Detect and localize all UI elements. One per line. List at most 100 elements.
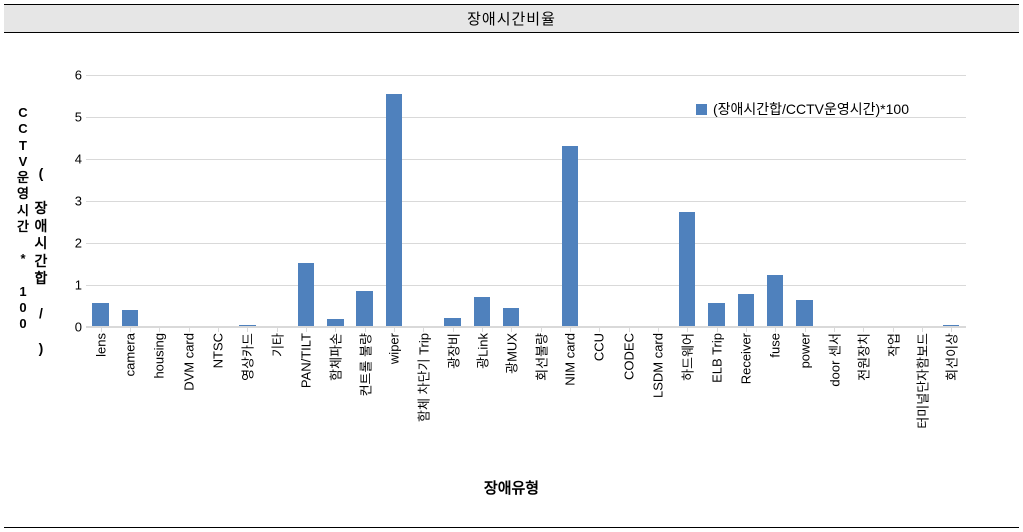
tick-mark — [130, 327, 131, 332]
legend-swatch — [696, 104, 707, 115]
xtick-slot: Receiver — [731, 327, 760, 477]
bar-slot — [321, 75, 350, 327]
xtick-label: PAN/TILT — [298, 333, 313, 388]
bar — [356, 291, 372, 327]
tick-mark — [247, 327, 248, 332]
xtick-label: 광장비 — [443, 333, 462, 369]
xtick-label: ELB Trip — [709, 333, 724, 383]
xtick-label: 함체파손 — [326, 333, 345, 381]
xtick-label: 영상카드 — [238, 333, 257, 381]
y-axis-label-inner: ( 장 애 시 간 합 / ) — [34, 165, 48, 358]
bar — [503, 308, 519, 327]
xtick-slot: 광MUX — [497, 327, 526, 477]
tick-mark — [511, 327, 512, 332]
bar-slot — [262, 75, 291, 327]
xtick-slot: 작업 — [878, 327, 907, 477]
x-axis-title: 장애유형 — [4, 477, 1019, 498]
bar — [474, 297, 490, 327]
xtick-slot: wiper — [379, 327, 408, 477]
xtick-slot: 함체 차단기 Trip — [409, 327, 438, 477]
bar-slot — [526, 75, 555, 327]
xtick-label: wiper — [386, 333, 401, 364]
xtick-label: housing — [152, 333, 167, 379]
xtick-label: NIM card — [562, 333, 577, 386]
tick-mark — [335, 327, 336, 332]
ytick-label: 3 — [62, 194, 82, 209]
bar — [386, 94, 402, 327]
tick-mark — [277, 327, 278, 332]
xtick-label: 회선불량 — [531, 333, 550, 381]
ytick-label: 2 — [62, 236, 82, 251]
bar-slot — [409, 75, 438, 327]
bar-slot — [174, 75, 203, 327]
bar — [796, 300, 812, 327]
xtick-label: 전원장치 — [854, 333, 873, 381]
tick-mark — [159, 327, 160, 332]
tick-mark — [394, 327, 395, 332]
tick-mark — [423, 327, 424, 332]
xtick-slot: 영상카드 — [233, 327, 262, 477]
tick-mark — [365, 327, 366, 332]
xtick-slot: power — [790, 327, 819, 477]
tick-mark — [482, 327, 483, 332]
tick-mark — [951, 327, 952, 332]
xtick-slot: NIM card — [555, 327, 584, 477]
bar-slot — [379, 75, 408, 327]
xtick-slot: NTSC — [203, 327, 232, 477]
xtick-slot: door 센서 — [819, 327, 848, 477]
bar-slot — [115, 75, 144, 327]
xtick-slot: 회선불량 — [526, 327, 555, 477]
xtick-slot: 회선이상 — [937, 327, 966, 477]
bar-slot — [585, 75, 614, 327]
tick-mark — [687, 327, 688, 332]
bar — [562, 146, 578, 327]
bar — [92, 303, 108, 327]
tick-mark — [834, 327, 835, 332]
xtick-slot: PAN/TILT — [291, 327, 320, 477]
tick-mark — [863, 327, 864, 332]
xtick-label: power — [797, 333, 812, 368]
tick-mark — [746, 327, 747, 332]
tick-mark — [306, 327, 307, 332]
ytick-label: 1 — [62, 278, 82, 293]
xtick-label: 작업 — [883, 333, 902, 357]
xtick-slot: CODEC — [614, 327, 643, 477]
chart-title: 장애시간비율 — [467, 11, 556, 28]
xtick-slot: DVM card — [174, 327, 203, 477]
bar-slot — [145, 75, 174, 327]
tick-mark — [541, 327, 542, 332]
bar-slot — [555, 75, 584, 327]
xtick-slot: LSDM card — [643, 327, 672, 477]
tick-mark — [101, 327, 102, 332]
xtick-label: door 센서 — [824, 333, 843, 387]
xtick-slot: fuse — [761, 327, 790, 477]
tick-mark — [629, 327, 630, 332]
xtick-label: CCU — [592, 333, 607, 361]
bar-slot — [643, 75, 672, 327]
tick-mark — [717, 327, 718, 332]
bar-slot — [86, 75, 115, 327]
legend-label: (장애시간합/CCTV운영시간)*100 — [713, 99, 909, 119]
bar — [738, 294, 754, 327]
xtick-label: DVM card — [181, 333, 196, 391]
xtick-slot: 기타 — [262, 327, 291, 477]
ytick-label: 5 — [62, 110, 82, 125]
bar-slot — [907, 75, 936, 327]
xtick-slot: 함체파손 — [321, 327, 350, 477]
ytick-label: 0 — [62, 320, 82, 335]
xtick-label: LSDM card — [650, 333, 665, 398]
xtick-slot: 전원장치 — [849, 327, 878, 477]
xtick-label: 터미널단자함보드 — [912, 333, 931, 429]
xtick-slot: housing — [145, 327, 174, 477]
xtick-slot: lens — [86, 327, 115, 477]
xtick-slot: 광장비 — [438, 327, 467, 477]
bar-slot — [497, 75, 526, 327]
tick-mark — [922, 327, 923, 332]
xtick-label: 컨트롤 불량 — [355, 333, 374, 396]
bar-slot — [614, 75, 643, 327]
xtick-label: NTSC — [210, 333, 225, 368]
tick-mark — [189, 327, 190, 332]
xtick-label: 광MUX — [502, 333, 521, 374]
tick-mark — [570, 327, 571, 332]
bar — [708, 303, 724, 327]
